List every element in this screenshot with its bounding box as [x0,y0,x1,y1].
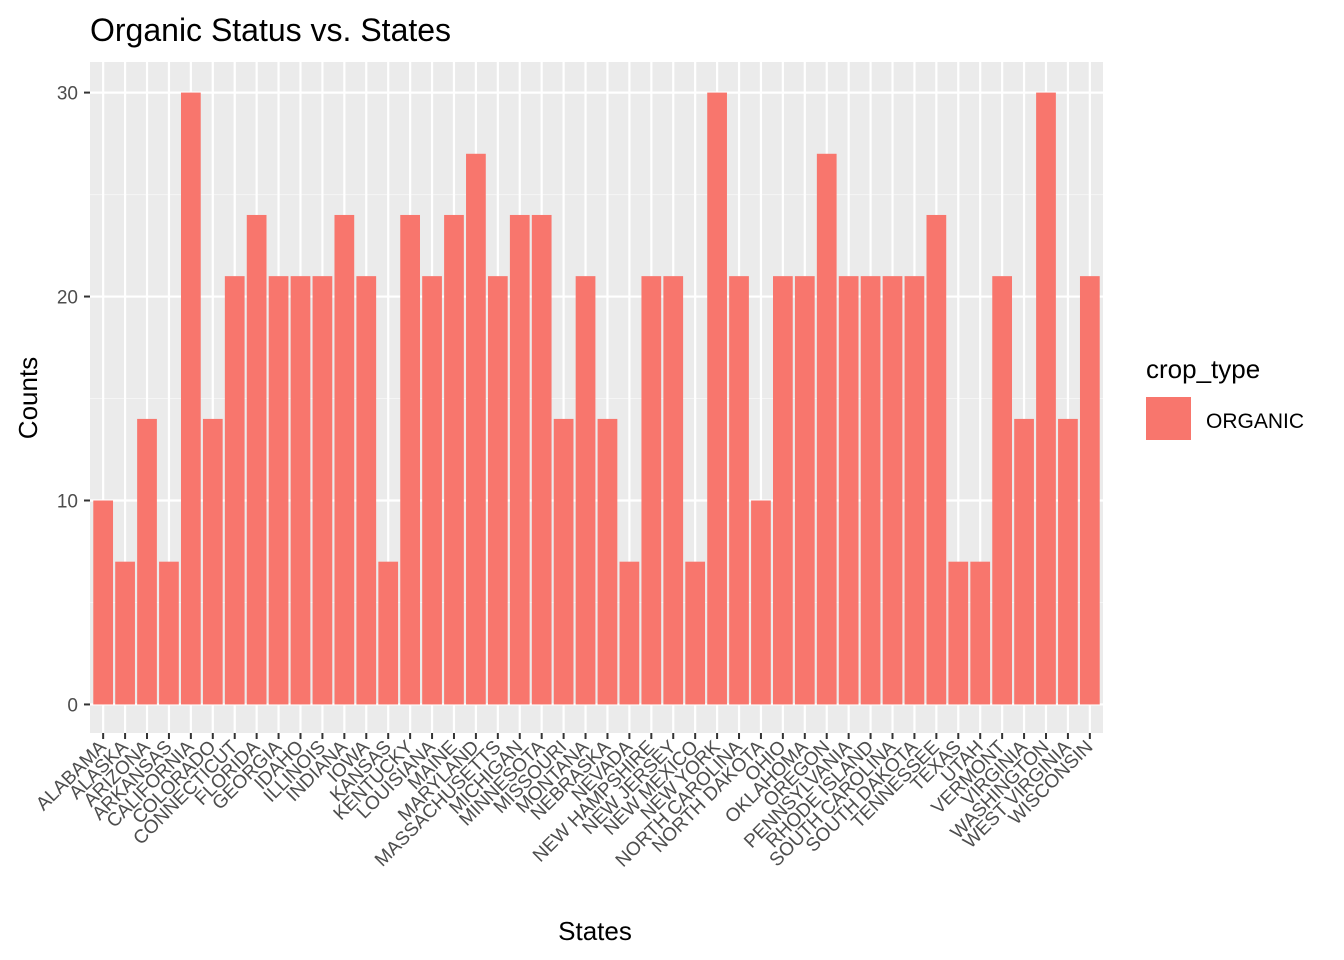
bar [1058,418,1078,705]
bar [466,153,486,705]
legend: crop_type ORGANIC [1146,354,1304,440]
bar [773,276,793,705]
bar [137,418,157,705]
x-axis-title: States [558,916,632,946]
bar [904,276,925,705]
y-tick-label: 10 [57,491,78,512]
bar [553,418,574,705]
y-axis: 0 10 20 30 [57,84,90,716]
bar [202,418,223,705]
bar [356,276,377,705]
bar [224,276,245,705]
bar [334,214,355,705]
bar [641,276,662,705]
bar [444,214,464,705]
bar [400,214,420,705]
bar [93,500,114,705]
y-axis-title: Counts [13,357,43,439]
y-tick-label: 0 [67,695,78,716]
bar [816,153,837,705]
bar [1036,92,1056,705]
bar [882,276,903,705]
bar [794,276,815,705]
bar [312,276,333,705]
bar [838,276,859,705]
legend-label-organic: ORGANIC [1206,410,1304,433]
bar [422,276,442,705]
bar [509,214,530,705]
bar [860,276,881,705]
bar [575,276,596,705]
bar [992,276,1013,705]
bar [948,561,969,705]
bar [729,276,749,705]
bar [159,561,179,705]
x-axis: ALABAMAALASKAARIZONAARKANSASCALIFORNIACO… [32,733,1097,871]
bar [246,214,267,705]
bar [378,561,399,705]
legend-key-organic [1146,397,1191,440]
bar [487,276,508,705]
y-tick-label: 30 [57,84,78,105]
bar [970,561,991,705]
bar [1079,276,1100,705]
bar [663,276,684,705]
bar [597,418,618,705]
chart-title: Organic Status vs. States [90,12,451,48]
bar [268,276,289,705]
bars [93,92,1100,705]
bar [619,561,640,705]
bar [926,214,947,705]
bar [1014,418,1034,705]
bar [290,276,311,705]
bar [531,214,552,705]
bar [685,561,706,705]
y-tick-label: 20 [57,288,78,309]
bar [707,92,727,705]
bar [115,561,135,705]
bar [180,92,201,705]
legend-title: crop_type [1146,354,1260,384]
bar [751,500,771,705]
